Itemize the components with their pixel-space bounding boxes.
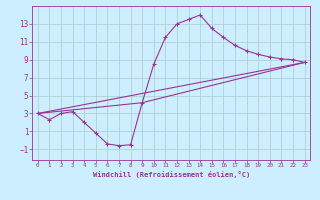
X-axis label: Windchill (Refroidissement éolien,°C): Windchill (Refroidissement éolien,°C) — [92, 171, 250, 178]
